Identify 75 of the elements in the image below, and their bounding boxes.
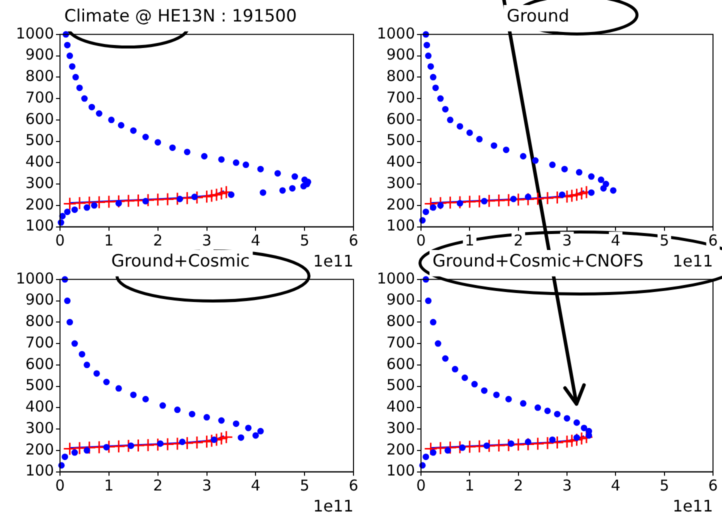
y-tick-label: 600 [386,110,415,128]
y-tick-label: 300 [386,174,415,192]
x-tick-label: 3 [562,476,572,495]
x-tick-label: 3 [202,476,212,495]
x-tick-label: 1 [104,476,114,495]
x-tick-label: 0 [416,476,426,495]
x-tick-label: 4 [250,476,260,495]
x-tick-label: 3 [562,232,572,250]
y-tick-label: 1000 [16,24,54,42]
y-tick-label: 500 [386,131,415,150]
y-tick-label: 900 [386,46,415,64]
y-tick-label: 1000 [16,269,54,288]
x-tick-label: 6 [708,476,718,495]
y-tick-label: 800 [386,312,415,330]
x-tick-label: 4 [610,476,620,495]
y-tick-label: 600 [386,354,415,373]
y-tick-label: 500 [25,131,54,150]
y-tick-label: 200 [386,440,415,458]
y-tick-label: 200 [386,195,415,214]
x-tick-label: 4 [610,232,620,250]
y-tick-label: 100 [386,462,415,480]
y-tick-label: 100 [386,216,415,235]
x-axis-title: 1e11 [313,252,354,271]
y-tick-label: 800 [25,67,54,86]
y-tick-label: 700 [386,333,415,352]
y-tick-label: 1000 [376,269,415,288]
x-tick-label: 5 [300,476,310,495]
y-tick-label: 100 [25,462,54,480]
y-tick-label: 700 [25,333,54,352]
y-tick-label: 900 [25,290,54,309]
x-tick-label: 1 [464,476,474,495]
y-tick-label: 700 [386,88,415,106]
y-tick-label: 1000 [376,24,415,42]
y-tick-label: 400 [25,398,54,416]
y-tick-label: 800 [386,67,415,86]
chart-title: Ground [506,6,570,27]
x-axis-title: 1e11 [672,496,713,516]
x-tick-label: 6 [708,232,718,250]
y-tick-label: 200 [25,440,54,458]
x-tick-label: 0 [416,232,426,250]
y-tick-label: 600 [25,354,54,373]
chart-title: Ground+Cosmic+CNOFS [432,252,644,272]
x-tick-label: 2 [514,232,524,250]
x-tick-label: 1 [464,232,474,250]
x-tick-label: 3 [202,232,212,250]
y-tick-label: 900 [386,290,415,309]
chart-title: Ground+Cosmic [111,252,250,272]
x-tick-label: 5 [300,232,310,250]
x-tick-label: 0 [55,476,65,495]
x-tick-label: 2 [514,476,524,495]
x-tick-label: 1 [104,232,114,250]
y-tick-label: 800 [25,312,54,330]
x-tick-label: 6 [348,476,358,495]
x-axis-title: 1e11 [672,252,713,271]
x-tick-label: 6 [348,232,358,250]
y-tick-label: 100 [25,216,54,235]
x-axis-title: 1e11 [313,496,354,516]
y-tick-label: 900 [25,46,54,64]
x-tick-label: 2 [153,476,163,495]
x-tick-label: 4 [250,232,260,250]
y-tick-label: 500 [25,376,54,394]
y-tick-label: 300 [386,418,415,437]
x-tick-label: 5 [660,232,670,250]
x-tick-label: 0 [55,232,65,250]
y-tick-label: 700 [25,88,54,106]
x-tick-label: 5 [660,476,670,495]
y-tick-label: 500 [386,376,415,394]
y-tick-label: 400 [386,398,415,416]
y-tick-label: 300 [25,174,54,192]
y-tick-label: 200 [25,195,54,214]
y-tick-label: 300 [25,418,54,437]
y-tick-label: 400 [25,152,54,171]
x-tick-label: 2 [153,232,163,250]
y-tick-label: 400 [386,152,415,171]
y-tick-label: 600 [25,110,54,128]
